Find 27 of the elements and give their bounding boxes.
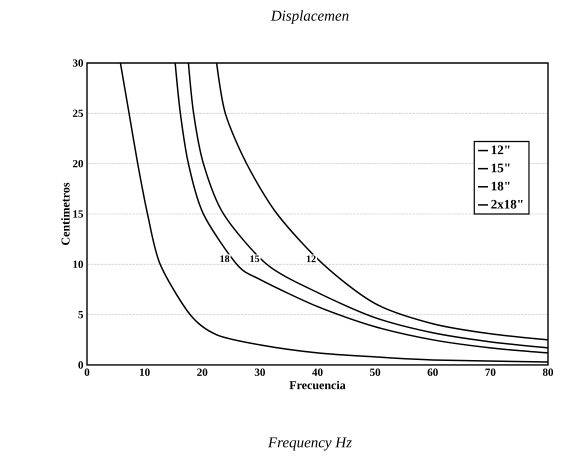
legend-label: 18" [492, 182, 510, 190]
y-tick-label: 0 [78, 361, 84, 369]
annotation: 18 [220, 255, 230, 262]
x-tick-label: 40 [312, 368, 323, 376]
y-tick-label: 10 [73, 260, 84, 268]
x-tick-label: 20 [197, 368, 208, 376]
annotation: 12 [306, 256, 316, 262]
x-tick-label: 0 [84, 368, 90, 376]
legend-label: 2x18" [491, 200, 523, 209]
y-tick-label: 25 [72, 110, 84, 118]
x-axis-title: Frecuencia [289, 380, 346, 390]
chart-title: Displacemen [270, 10, 349, 24]
y-tick-label: 20 [72, 160, 84, 168]
y-axis-title: Centimetros [61, 182, 70, 245]
annotation: 15 [250, 255, 260, 262]
x-tick-label: 70 [486, 368, 496, 376]
x-tick-label: 10 [140, 368, 150, 376]
legend-label: 15" [492, 164, 510, 172]
x-tick-label: 50 [370, 368, 380, 376]
x-tick-label: 30 [254, 368, 265, 376]
text: Frequency Hz [268, 437, 352, 451]
y-tick-label: 15 [73, 210, 84, 218]
x-tick-label: 80 [542, 368, 554, 376]
x-tick-label: 60 [428, 368, 438, 376]
y-tick-label: 30 [72, 59, 84, 67]
y-tick-label: 5 [78, 311, 84, 318]
legend-label: 12" [492, 146, 510, 154]
